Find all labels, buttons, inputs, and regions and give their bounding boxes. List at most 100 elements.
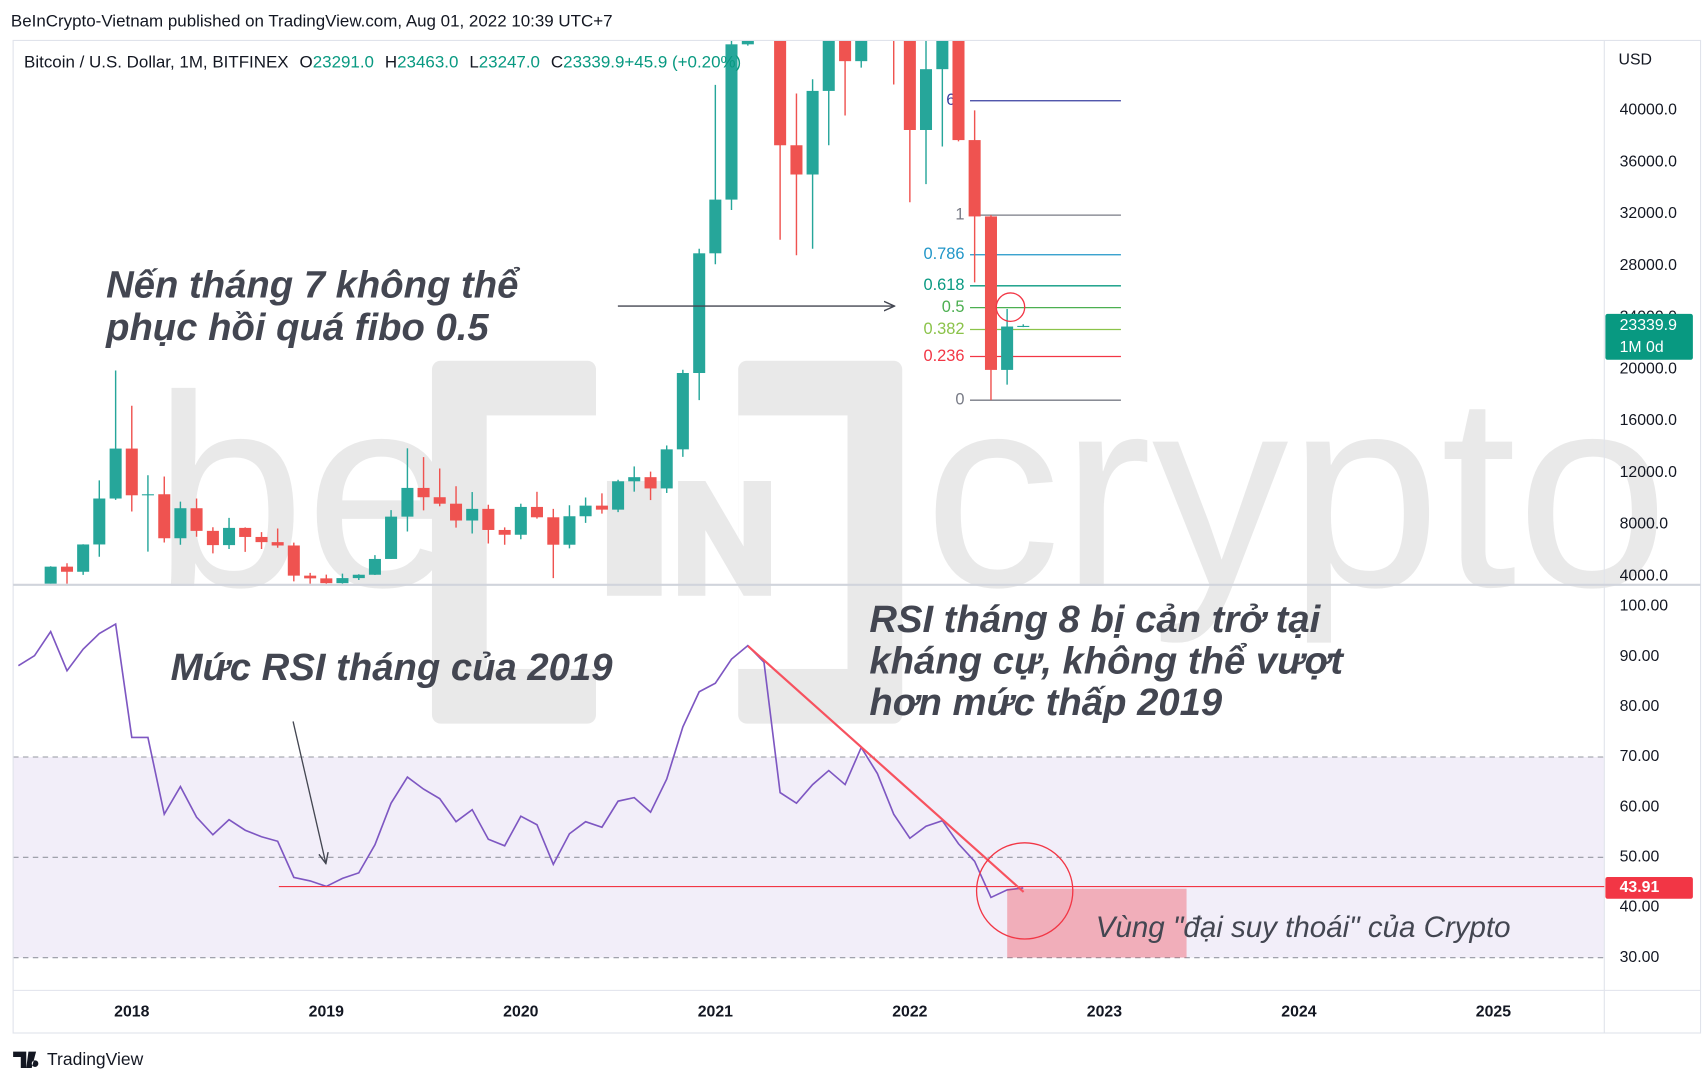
candle-body — [806, 90, 819, 175]
candle-body — [709, 199, 722, 254]
candle-body — [158, 494, 171, 539]
candle-body — [660, 449, 673, 489]
candle-body — [44, 566, 57, 584]
candle-body — [1017, 325, 1030, 327]
candle-body — [352, 574, 365, 579]
candle-body — [1001, 326, 1014, 370]
last-price-label: 23339.9 — [1620, 317, 1677, 334]
y-tick-label: 16000.0 — [1620, 412, 1677, 429]
x-tick-label: 2024 — [1281, 1003, 1316, 1020]
watermark-bracket-cut — [486, 415, 597, 669]
candle-body — [498, 529, 511, 535]
candle-body — [93, 498, 106, 545]
candle-body — [433, 497, 446, 504]
zone-box — [1007, 888, 1187, 958]
y-tick-label: 4000.0 — [1620, 567, 1669, 584]
annotation: kháng cự, không thể vượt — [869, 640, 1345, 683]
annotation: RSI tháng 8 bị cản trở tại — [869, 598, 1321, 641]
candle-body — [125, 448, 138, 496]
candle-body — [628, 477, 641, 482]
y-tick-label: 30.00 — [1620, 949, 1660, 966]
rsi-badge-label: 43.91 — [1620, 879, 1660, 896]
candle-body — [271, 542, 284, 546]
y-tick-label: 40.00 — [1620, 899, 1660, 916]
countdown-label: 1M 0d — [1620, 339, 1664, 356]
candle-body — [287, 545, 300, 576]
highlight-circle — [975, 842, 1074, 940]
annotation: hơn mức thấp 2019 — [869, 681, 1223, 724]
fib-label: 0.786 — [924, 245, 965, 263]
footer-brand: TradingView — [47, 1049, 144, 1069]
watermark-bracket-cut — [738, 415, 848, 669]
candle-body — [109, 448, 122, 499]
symbol: Bitcoin / U.S. Dollar, 1M, BITFINEX — [24, 53, 289, 72]
legend: Bitcoin / U.S. Dollar, 1M, BITFINEX O2329… — [24, 53, 741, 72]
annotation: phục hồi quá fibo 0.5 — [105, 306, 489, 349]
candle-body — [482, 508, 495, 530]
x-tick-label: 2018 — [114, 1003, 149, 1020]
candle-body — [936, 40, 949, 70]
legend-key: O — [300, 53, 313, 72]
candle-body — [725, 44, 738, 200]
candle-body — [822, 40, 835, 91]
candle-body — [417, 487, 430, 498]
y-tick-label: 40000.0 — [1620, 102, 1677, 119]
candle-body — [255, 536, 268, 543]
watermark-bracket — [738, 360, 903, 724]
candle-body — [903, 40, 916, 130]
candle-body — [450, 503, 463, 521]
fib-label: 0.236 — [924, 347, 965, 365]
fib-label: 0.618 — [924, 276, 965, 294]
last-price-badge — [1605, 313, 1693, 360]
rsi-lines — [17, 622, 1024, 899]
candle-body — [952, 40, 965, 141]
candle-body — [385, 516, 398, 559]
candle-body — [579, 505, 592, 517]
candle-body — [919, 69, 933, 130]
candle-body — [466, 508, 479, 521]
fib-label: 0.5 — [942, 298, 965, 316]
candle-body — [174, 508, 187, 539]
candle-body — [206, 530, 219, 546]
trend-line — [747, 645, 1025, 893]
y-tick-label: 80.00 — [1620, 698, 1660, 715]
candle-body — [855, 40, 868, 62]
candle-body — [60, 566, 74, 572]
candle-body — [336, 578, 349, 584]
y-tick-label: 100.00 — [1620, 598, 1669, 615]
watermark-bracket — [431, 360, 597, 724]
fib-label: 0.382 — [924, 320, 965, 338]
y-tick-label: 60.00 — [1620, 798, 1660, 815]
candle-body — [77, 544, 90, 572]
legend-key: L — [469, 53, 478, 72]
y-tick-label: 20000.0 — [1620, 360, 1677, 377]
legend-value: +45.9 (+0.20%) — [624, 53, 741, 72]
currency: USD — [1619, 51, 1652, 68]
candle-body — [514, 506, 527, 535]
x-tick-label: 2019 — [309, 1003, 344, 1020]
annotation: Vùng "đại suy thoái" của Crypto — [1096, 911, 1511, 944]
candle-body — [530, 506, 543, 518]
tv-logo — [13, 1051, 39, 1068]
annotation: Nến tháng 7 không thể — [106, 264, 521, 307]
x-tick-label: 2020 — [503, 1003, 538, 1020]
candle-body — [401, 487, 414, 517]
candle-body — [595, 505, 608, 510]
candle-body — [693, 253, 706, 374]
rsi-line — [17, 622, 1024, 899]
x-tick-label: 2025 — [1476, 1003, 1511, 1020]
y-tick-label: 8000.0 — [1620, 516, 1669, 533]
highlight-circle — [995, 292, 1026, 323]
candle-body — [968, 140, 981, 217]
arrow — [292, 721, 326, 863]
y-tick-label: 12000.0 — [1620, 464, 1677, 481]
y-tick-label: 36000.0 — [1620, 153, 1677, 170]
candle-body — [741, 40, 754, 45]
x-tick-label: 2022 — [892, 1003, 927, 1020]
candle-body — [320, 578, 333, 584]
candle-body — [190, 508, 203, 531]
